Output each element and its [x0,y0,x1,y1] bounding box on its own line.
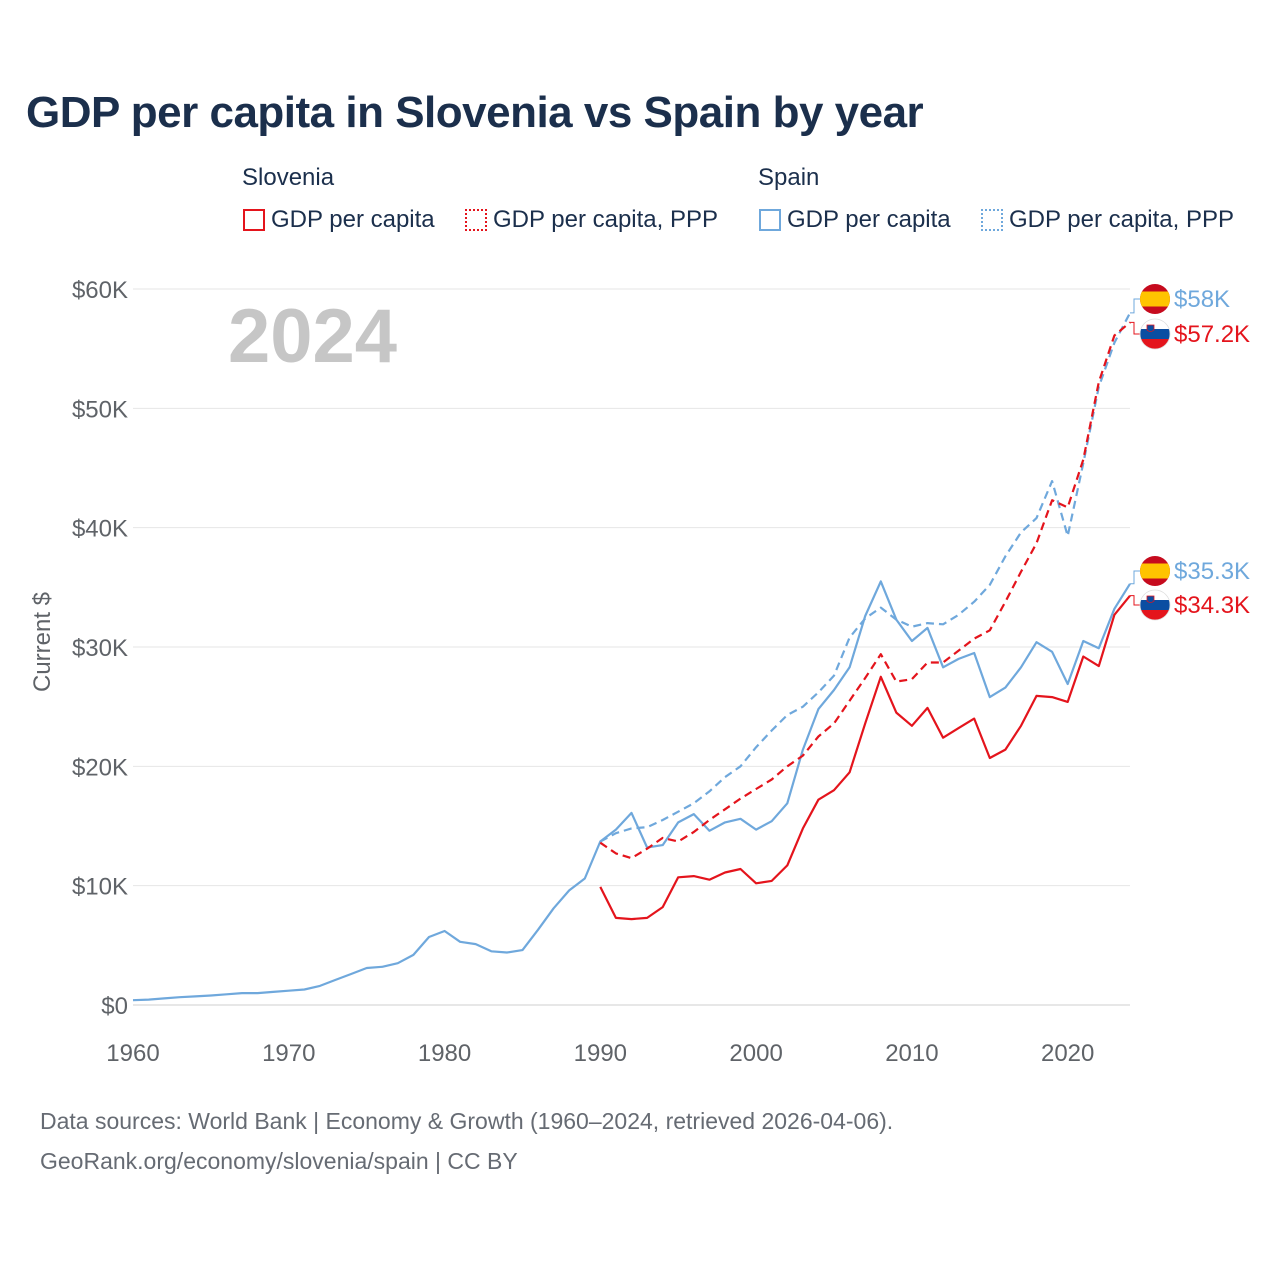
x-tick-label: 1980 [418,1040,471,1067]
footer-sources: Data sources: World Bank | Economy & Gro… [40,1108,894,1134]
y-tick-label: $60K [72,277,128,304]
footer-url[interactable]: GeoRank.org/economy/slovenia/spain | CC … [40,1148,518,1174]
series-line-slovenia-gdp-per-capita-ppp[interactable] [599,321,1131,860]
y-tick-label: $30K [72,635,128,662]
legend-swatch-solid-blue [759,209,781,231]
x-tick-label: 1960 [106,1040,159,1067]
series-line-spain-gdp-per-capita-ppp[interactable] [599,312,1131,843]
legend-label: GDP per capita, PPP [493,206,718,233]
year-watermark: 2024 [228,294,397,379]
page-title: GDP per capita in Slovenia vs Spain by y… [26,88,924,137]
end-value-label: $57.2K [1174,321,1250,348]
end-value-label: $34.3K [1174,592,1250,619]
legend-group-slovenia: Slovenia [242,164,335,191]
x-tick-label: 1990 [574,1040,627,1067]
series-line-spain-gdp-per-capita[interactable] [132,580,1131,1002]
legend-group-spain: Spain [758,164,820,191]
y-tick-label: $20K [72,754,128,781]
legend-swatch-dotted-blue [981,209,1003,231]
slovenia-flag-icon [1139,318,1171,350]
legend-item-slovenia-ppp[interactable]: GDP per capita, PPP [465,204,718,236]
y-tick-label: $0 [101,993,128,1020]
legend-label: GDP per capita [787,206,951,233]
legend-item-slovenia-gdp[interactable]: GDP per capita [243,204,435,236]
x-tick-label: 2000 [729,1040,782,1067]
end-label-connector [1130,321,1140,335]
spain-flag-icon [1140,556,1170,586]
end-value-label: $35.3K [1174,558,1250,585]
end-label-connector [1130,298,1140,314]
legend-label: GDP per capita, PPP [1009,206,1234,233]
end-label-connector [1130,570,1140,585]
line-chart: $0 $10K $20K $30K $40K $50K $60K 1960 1970 1980 19… [29,277,1250,1067]
y-axis-title: Current $ [29,592,56,692]
x-tick-label: 2020 [1041,1040,1094,1067]
x-tick-label: 1970 [262,1040,315,1067]
y-tick-label: $10K [72,874,128,901]
legend-swatch-solid-red [243,209,265,231]
legend-label: GDP per capita [271,206,435,233]
x-tick-label: 2010 [885,1040,938,1067]
end-value-label: $58K [1174,286,1230,313]
legend-item-spain-gdp[interactable]: GDP per capita [759,204,951,236]
y-tick-label: $50K [72,396,128,423]
legend-swatch-dotted-red [465,209,487,231]
slovenia-flag-icon [1139,589,1171,621]
y-tick-label: $40K [72,516,128,543]
end-label-connector [1130,595,1140,606]
series-line-slovenia-gdp-per-capita[interactable] [599,595,1131,921]
spain-flag-icon [1140,284,1170,314]
legend-item-spain-ppp[interactable]: GDP per capita, PPP [981,204,1234,236]
